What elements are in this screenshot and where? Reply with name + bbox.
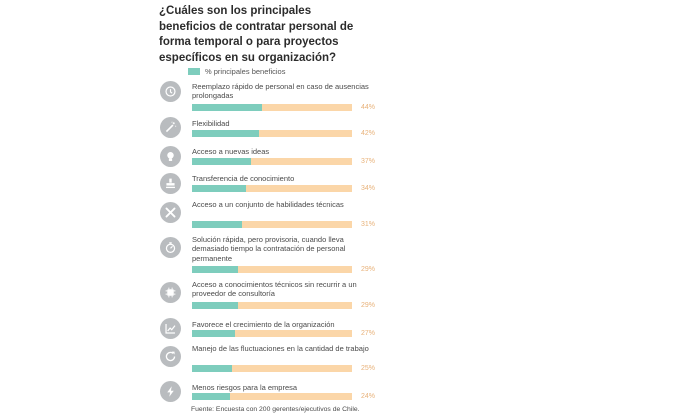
bar-fill <box>192 158 252 165</box>
legend-swatch <box>188 68 200 75</box>
growth-chart-icon <box>160 318 181 339</box>
bar-track <box>192 130 352 137</box>
tools-icon <box>160 202 181 223</box>
chart-title: ¿Cuáles son los principales beneficios d… <box>159 5 354 64</box>
bar-track <box>192 266 352 273</box>
category-label: Favorece el crecimiento de la organizaci… <box>192 320 335 329</box>
value-label: 44% <box>360 104 375 111</box>
bar-fill <box>192 130 260 137</box>
category-label: Solución rápida, pero provisoria, cuando… <box>192 235 346 263</box>
category-label: Reemplazo rápido de personal en caso de … <box>192 82 369 101</box>
value-label: 25% <box>360 365 375 372</box>
value-label: 24% <box>360 393 375 400</box>
bar-fill <box>192 302 239 309</box>
bar-track <box>192 330 352 337</box>
category-label: Transferencia de conocimiento <box>192 174 295 183</box>
bar-track <box>192 185 352 192</box>
category-label: Menos riesgos para la empresa <box>192 383 298 392</box>
clock-people-icon <box>160 81 181 102</box>
category-label: Acceso a nuevas ideas <box>192 147 270 156</box>
infographic-panel: ¿Cuáles son los principales beneficios d… <box>155 0 377 420</box>
bar-fill <box>192 185 247 192</box>
value-label: 27% <box>360 330 375 337</box>
value-label: 31% <box>360 221 375 228</box>
legend-label: % principales beneficios <box>205 67 286 76</box>
value-label: 42% <box>360 130 375 137</box>
value-label: 29% <box>360 266 375 273</box>
category-label: Acceso a un conjunto de habilidades técn… <box>192 200 344 209</box>
bar-fill <box>192 393 231 400</box>
chip-icon <box>160 282 181 303</box>
bar-track <box>192 158 352 165</box>
bar-track <box>192 393 352 400</box>
stamp-icon <box>160 173 181 194</box>
refresh-icon <box>160 346 181 367</box>
bar-track <box>192 302 352 309</box>
magic-wand-icon <box>160 117 181 138</box>
bar-track <box>192 221 352 228</box>
lightbulb-icon <box>160 146 181 167</box>
stopwatch-icon <box>160 237 181 258</box>
value-label: 34% <box>360 185 375 192</box>
bar-track <box>192 104 352 111</box>
value-label: 37% <box>360 158 375 165</box>
source-footnote: Fuente: Encuesta con 200 gerentes/ejecut… <box>191 406 360 413</box>
category-label: Manejo de las fluctuaciones en la cantid… <box>192 344 369 353</box>
category-label: Flexibilidad <box>192 119 230 128</box>
bar-fill <box>192 266 239 273</box>
category-label: Acceso a conocimientos técnicos sin recu… <box>192 280 357 299</box>
bar-fill <box>192 330 236 337</box>
bar-track <box>192 365 352 372</box>
value-label: 29% <box>360 302 375 309</box>
bar-fill <box>192 221 242 228</box>
lightning-icon <box>160 381 181 402</box>
bar-fill <box>192 365 232 372</box>
bar-fill <box>192 104 263 111</box>
